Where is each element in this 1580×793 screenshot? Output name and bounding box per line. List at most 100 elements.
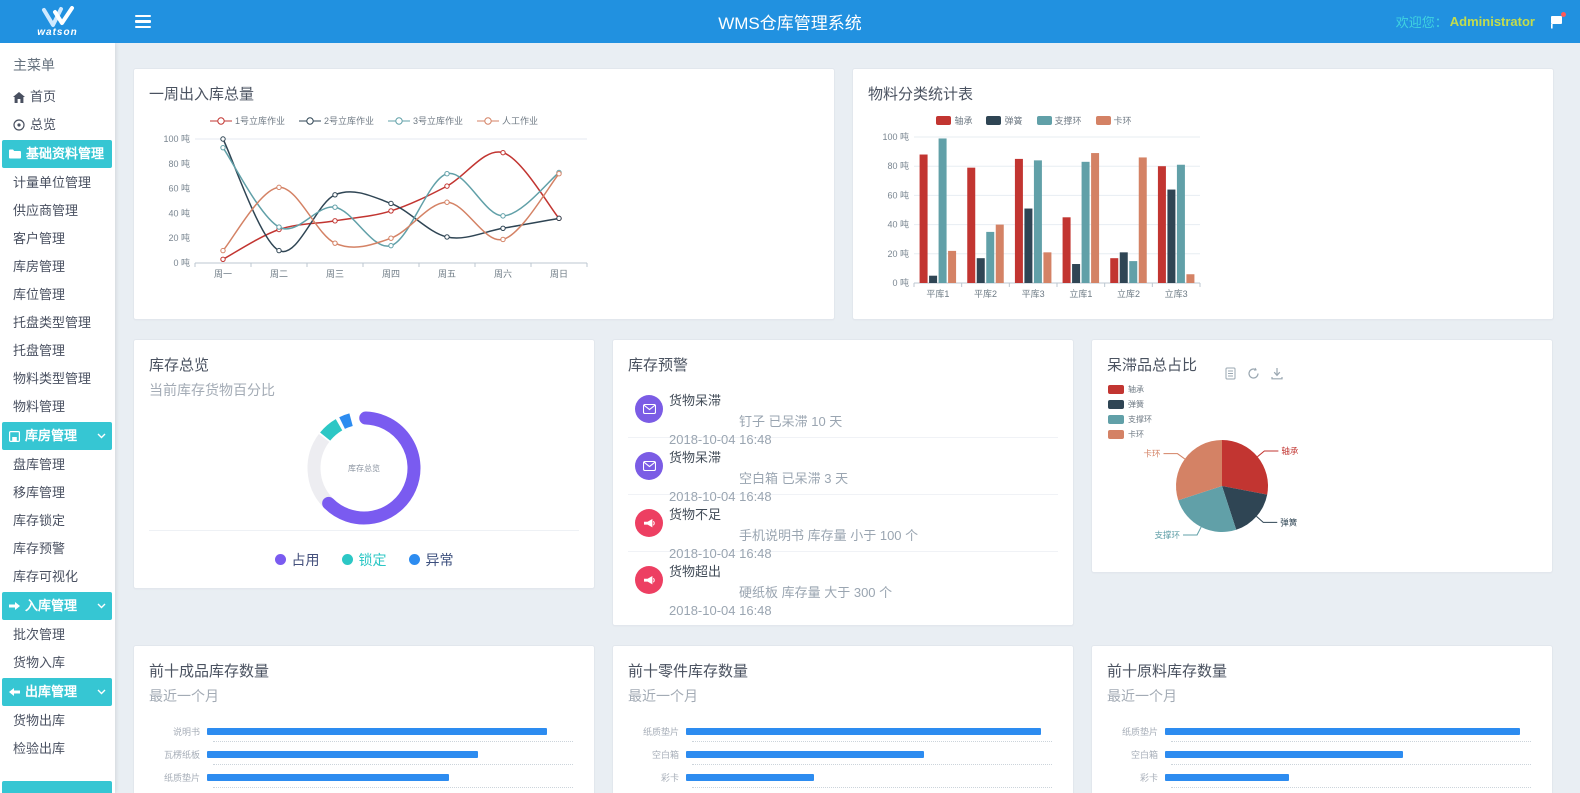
data-view-icon[interactable] [1225, 367, 1236, 380]
page-title: WMS仓库管理系统 [718, 14, 862, 33]
warehouse-icon [9, 430, 21, 442]
download-icon[interactable] [1271, 367, 1283, 380]
hbar-gridline [213, 764, 573, 765]
svg-text:周五: 周五 [438, 269, 456, 279]
sidebar-item-22[interactable]: 货物出库 [0, 707, 115, 735]
card-top-raw: 前十原料库存数量 最近一个月 纸质垫片空白箱彩卡说明书 [1091, 645, 1553, 793]
hbar-track [207, 751, 573, 758]
envelope-icon [635, 395, 663, 423]
hbar-label: 空白箱 [651, 750, 679, 760]
sidebar-item-7[interactable]: 库位管理 [0, 281, 115, 309]
sidebar-item-21[interactable]: 出库管理 [2, 678, 112, 706]
sidebar-item-3[interactable]: 计量单位管理 [0, 169, 115, 197]
legend-item[interactable]: 支撑环 [1108, 414, 1152, 425]
card-title: 物料分类统计表 [868, 86, 974, 103]
legend-item[interactable]: 弹簧 [1108, 399, 1152, 410]
top-bar: watson WMS仓库管理系统 欢迎您： Administrator [0, 0, 1580, 43]
alarm-icon [635, 509, 663, 537]
outbound-arrow-icon [9, 687, 20, 697]
row-3: 前十成品库存数量 最近一个月 说明书瓦楞纸板纸质垫片空白箱 前十零件库存数量 最… [133, 645, 1554, 793]
refresh-icon[interactable] [1247, 367, 1260, 380]
weekly-line-legend: 1号立库作业 2号立库作业 3号立库作业 人工作业 [149, 114, 599, 127]
hbar-bar [207, 751, 478, 758]
sidebar-item-18[interactable]: 入库管理 [2, 592, 112, 620]
sidebar-item-6[interactable]: 库房管理 [0, 253, 115, 281]
legend-item[interactable]: 1号立库作业 [209, 114, 285, 127]
svg-text:40 吨: 40 吨 [168, 207, 190, 218]
legend-item[interactable]: 3号立库作业 [388, 114, 463, 127]
svg-text:立库1: 立库1 [1069, 288, 1092, 299]
sidebar-item-11[interactable]: 物料管理 [0, 393, 115, 421]
top-raw-bar-chart: 纸质垫片空白箱彩卡说明书 [1107, 720, 1537, 793]
sidebar-item-label: 基础资料管理 [26, 146, 105, 161]
hbar-gridline [213, 787, 573, 788]
alert-desc: 钉子 已呆滞 10 天 [739, 414, 843, 429]
card-material-stats: 物料分类统计表 轴承 弹簧 支撑环 卡环 0 吨 20 吨 40 吨 60 吨 80 吨 100… [852, 68, 1554, 320]
hbar-bar [1165, 728, 1521, 735]
svg-text:周日: 周日 [550, 269, 568, 279]
sidebar-item-4[interactable]: 供应商管理 [0, 197, 115, 225]
sidebar-item-9[interactable]: 托盘管理 [0, 337, 115, 365]
notification-flag-icon[interactable] [1549, 11, 1566, 29]
legend-item[interactable]: 人工作业 [477, 114, 538, 127]
sidebar-item-17[interactable]: 库存可视化 [0, 563, 115, 591]
sidebar-item-20[interactable]: 货物入库 [0, 649, 115, 677]
sidebar-item-23[interactable]: 检验出库 [0, 735, 115, 763]
hbar-row: 空白箱 [1107, 743, 1537, 766]
card-subtitle: 最近一个月 [628, 688, 698, 704]
legend-item[interactable]: 占用 [274, 550, 320, 570]
sidebar-menu: 首页 总览 基础资料管理 计量单位管理 供应商管理 客户管理 库房管理 库位管理 托盘类型管理托… [0, 83, 115, 763]
legend-item[interactable]: 轴承 [1108, 384, 1152, 395]
sidebar-item-5[interactable]: 客户管理 [0, 225, 115, 253]
hbar-gridline [692, 787, 1052, 788]
svg-text:20 吨: 20 吨 [168, 232, 190, 243]
sidebar-item-15[interactable]: 库存锁定 [0, 507, 115, 535]
legend-item[interactable]: 卡环 [1108, 429, 1152, 440]
hbar-row: 说明书 [1107, 789, 1537, 793]
username[interactable]: Administrator [1449, 14, 1535, 29]
sidebar-item-12[interactable]: 库房管理 [2, 422, 112, 450]
alert-desc: 手机说明书 库存量 小于 100 个 [739, 528, 919, 543]
hbar-track [207, 774, 573, 781]
legend-item[interactable]: 轴承 [936, 114, 972, 127]
legend-item[interactable]: 异常 [408, 550, 454, 570]
legend-item[interactable]: 支撑环 [1036, 114, 1082, 127]
legend-item[interactable]: 卡环 [1095, 114, 1132, 127]
sidebar-item-label: 批次管理 [13, 627, 66, 642]
sidebar-item-partial[interactable] [2, 781, 112, 793]
alert-title: 货物不足 [669, 507, 722, 522]
card-subtitle: 最近一个月 [149, 688, 219, 704]
alert-time: 2018-10-04 16:48 [669, 546, 772, 561]
sidebar-item-label: 库房管理 [25, 428, 78, 443]
sidebar-item-16[interactable]: 库存预警 [0, 535, 115, 563]
sidebar-item-8[interactable]: 托盘类型管理 [0, 309, 115, 337]
sidebar-item-0[interactable]: 首页 [0, 83, 115, 111]
hbar-track [207, 728, 573, 735]
sidebar-item-10[interactable]: 物料类型管理 [0, 365, 115, 393]
sidebar-item-19[interactable]: 批次管理 [0, 621, 115, 649]
svg-text:80 吨: 80 吨 [168, 158, 190, 169]
sidebar-item-2[interactable]: 基础资料管理 [2, 140, 112, 168]
legend-item[interactable]: 弹簧 [986, 114, 1023, 127]
sidebar-item-1[interactable]: 总览 [0, 111, 115, 139]
legend-item[interactable]: 2号立库作业 [298, 114, 374, 127]
sidebar-item-label: 出库管理 [25, 684, 78, 699]
svg-text:轴承: 轴承 [1281, 446, 1299, 456]
hbar-bar [207, 728, 548, 735]
hbar-row: 说明书 [628, 789, 1058, 793]
legend-item[interactable]: 锁定 [341, 550, 387, 570]
logo[interactable]: watson [0, 0, 115, 43]
sidebar-item-label: 库存预警 [13, 541, 66, 556]
sidebar-item-label: 库房管理 [13, 259, 66, 274]
hbar-row: 纸质垫片 [149, 766, 579, 789]
folder-icon [9, 149, 21, 159]
top-finished-bar-chart: 说明书瓦楞纸板纸质垫片空白箱 [149, 720, 579, 793]
sidebar-item-13[interactable]: 盘库管理 [0, 451, 115, 479]
hbar-label: 瓦楞纸板 [163, 750, 200, 760]
hbar-track [686, 774, 1052, 781]
hbar-row: 空白箱 [628, 743, 1058, 766]
hbar-row: 纸质垫片 [1107, 720, 1537, 743]
sidebar-item-14[interactable]: 移库管理 [0, 479, 115, 507]
menu-toggle-button[interactable] [131, 11, 155, 33]
